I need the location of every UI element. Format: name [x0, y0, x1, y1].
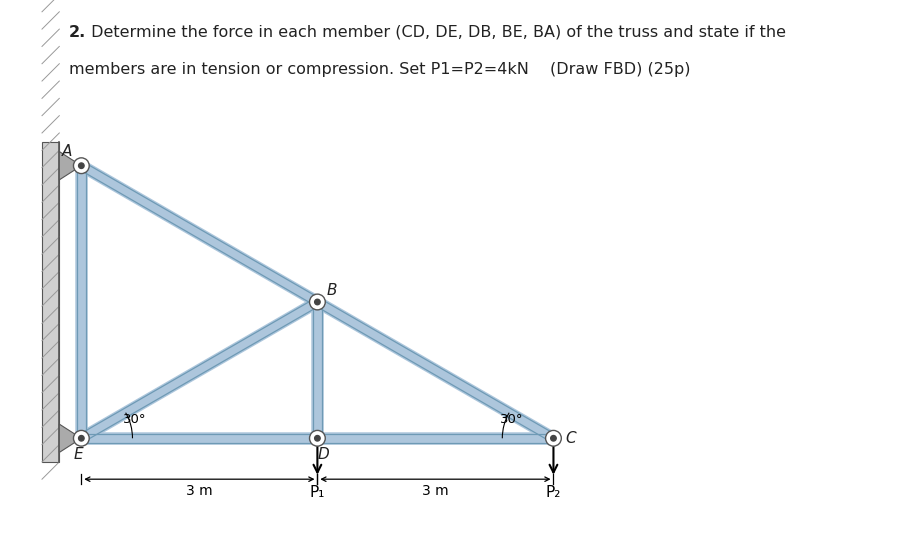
Circle shape — [74, 158, 89, 174]
Circle shape — [314, 299, 320, 305]
Text: 2.: 2. — [69, 25, 87, 40]
Circle shape — [74, 431, 89, 446]
Text: 3 m: 3 m — [422, 484, 449, 498]
Circle shape — [310, 294, 325, 310]
Circle shape — [550, 436, 556, 441]
Text: E: E — [74, 447, 83, 461]
Text: 30°: 30° — [500, 413, 524, 426]
Text: B: B — [326, 283, 337, 299]
Text: 30°: 30° — [124, 413, 147, 426]
Circle shape — [310, 431, 325, 446]
Circle shape — [78, 436, 84, 441]
Circle shape — [314, 436, 320, 441]
Bar — [42, 142, 59, 462]
Polygon shape — [59, 424, 81, 453]
Text: members are in tension or compression. Set P1=P2=4kN  (Draw FBD) (25p): members are in tension or compression. S… — [69, 62, 691, 77]
Text: C: C — [565, 431, 576, 446]
Text: A: A — [62, 144, 72, 159]
Circle shape — [78, 163, 84, 168]
Polygon shape — [59, 152, 81, 180]
Text: P₁: P₁ — [310, 486, 325, 500]
Text: D: D — [318, 447, 329, 461]
Circle shape — [546, 431, 561, 446]
Text: 3 m: 3 m — [186, 484, 213, 498]
Text: Determine the force in each member (CD, DE, DB, BE, BA) of the truss and state i: Determine the force in each member (CD, … — [86, 25, 786, 40]
Text: P₂: P₂ — [546, 486, 561, 500]
